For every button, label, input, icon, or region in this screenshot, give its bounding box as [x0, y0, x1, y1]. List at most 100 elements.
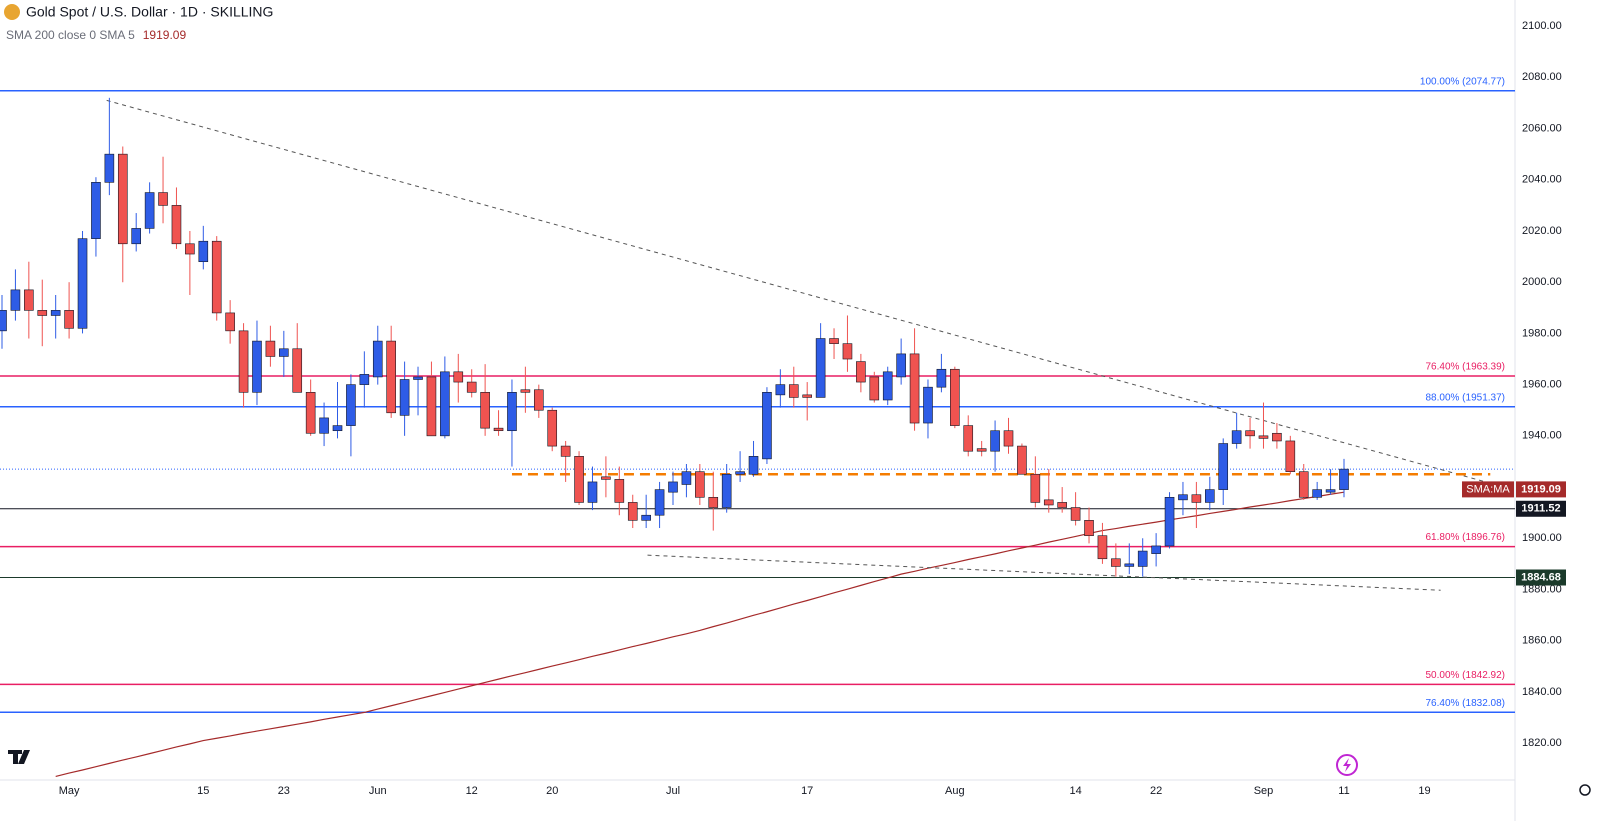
candle-body [185, 243, 195, 255]
candle-body [601, 476, 611, 480]
indicator-label: SMA 200 close 0 SMA 5 [6, 28, 135, 42]
candle-body [77, 238, 88, 329]
candle-body [1057, 502, 1067, 508]
candle-body [762, 392, 772, 460]
candle-body [238, 330, 249, 393]
candle-body [440, 371, 450, 437]
candle-body [1164, 496, 1175, 547]
candle-body [1137, 550, 1148, 567]
candle-body [587, 481, 598, 503]
candle-body [963, 425, 974, 452]
candle-body [480, 392, 490, 429]
y-tick-label: 1860.00 [1522, 635, 1562, 647]
candle-body [252, 340, 262, 393]
candle-body [842, 343, 853, 360]
candle-body [10, 289, 21, 311]
candle-body [896, 353, 906, 378]
y-tick-label: 2040.00 [1522, 174, 1562, 186]
candle-body [1084, 520, 1094, 537]
candle-body [117, 153, 128, 245]
symbol-logo [4, 4, 20, 20]
x-tick-label: 22 [1150, 785, 1162, 797]
candle-body [104, 153, 115, 183]
candle-body [1231, 430, 1242, 444]
candle-body [654, 489, 665, 516]
candle-body [211, 240, 222, 314]
candle-body [493, 427, 504, 432]
candle-body [466, 381, 477, 393]
candle-body [695, 471, 705, 498]
price-tag [1516, 500, 1566, 517]
y-tick-label: 2100.00 [1522, 20, 1562, 32]
candle-body [520, 389, 531, 393]
candle-body [265, 340, 276, 357]
news-icon[interactable] [1336, 754, 1358, 776]
candle-body [909, 353, 920, 424]
candle-body [627, 502, 638, 521]
candle-body [507, 392, 517, 432]
indicator-tag [1462, 481, 1514, 498]
x-tick-label: Jun [369, 785, 387, 797]
y-tick-label: 1960.00 [1522, 379, 1562, 391]
candle-body [923, 386, 933, 424]
candle-body [1111, 558, 1121, 567]
candle-body [0, 310, 7, 332]
candle-body [1218, 443, 1229, 490]
candle-body [1124, 563, 1135, 567]
candle-body [198, 240, 209, 263]
candle-body [882, 371, 893, 401]
x-tick-label: 19 [1418, 785, 1430, 797]
candle-body [815, 338, 826, 398]
candle-body [64, 310, 74, 329]
indicator-price-tag [1516, 481, 1566, 498]
candle-body [37, 310, 48, 316]
x-tick-label: 23 [278, 785, 290, 797]
settings-icon[interactable] [1579, 784, 1591, 796]
x-tick-label: 20 [546, 785, 558, 797]
level-label: 100.00% (2074.77) [1420, 76, 1505, 87]
candle-body [1003, 430, 1014, 447]
tv-logo [8, 750, 30, 764]
candle-body [1097, 535, 1108, 560]
candle-body [453, 371, 464, 383]
candle-body [788, 384, 799, 398]
indicator-value: 1919.09 [143, 28, 187, 42]
y-tick-label: 1840.00 [1522, 686, 1562, 698]
candle-body [802, 394, 813, 398]
candle-body [614, 479, 625, 503]
x-tick-label: Sep [1254, 785, 1274, 797]
candle-body [1285, 440, 1296, 472]
candle-body [305, 392, 316, 434]
candle-body [748, 456, 759, 475]
candle-body [1298, 471, 1309, 498]
x-tick-label: 15 [197, 785, 209, 797]
y-tick-label: 1940.00 [1522, 430, 1562, 442]
candle-body [1043, 499, 1054, 506]
candle-body [144, 192, 155, 229]
candle-body [668, 481, 678, 493]
x-tick-label: Jul [666, 785, 680, 797]
sma-line [55, 491, 1345, 777]
candle-body [1017, 445, 1027, 475]
candle-body [386, 340, 396, 414]
candle-body [950, 368, 960, 426]
candle-body [1178, 494, 1188, 501]
x-tick-label: 11 [1338, 785, 1349, 797]
candle-body [292, 348, 303, 393]
candle-body [24, 289, 34, 311]
y-tick-label: 2000.00 [1522, 276, 1562, 288]
candle-body [1151, 545, 1161, 554]
indicator-tag-name: SMA:MA [1466, 483, 1510, 495]
plot: 100.00% (2074.77) 76.40% (1963.39) 88.00% … [0, 76, 1515, 777]
y-tick-label: 1900.00 [1522, 532, 1562, 544]
candle-body [1191, 494, 1202, 503]
candle-body [936, 368, 947, 388]
candle-body [976, 448, 987, 452]
candle-body [346, 384, 356, 426]
level-label: 50.00% (1842.92) [1425, 670, 1505, 681]
candle-body [1258, 435, 1269, 439]
x-tick-label: 17 [801, 785, 813, 797]
candle-body [1312, 489, 1322, 498]
